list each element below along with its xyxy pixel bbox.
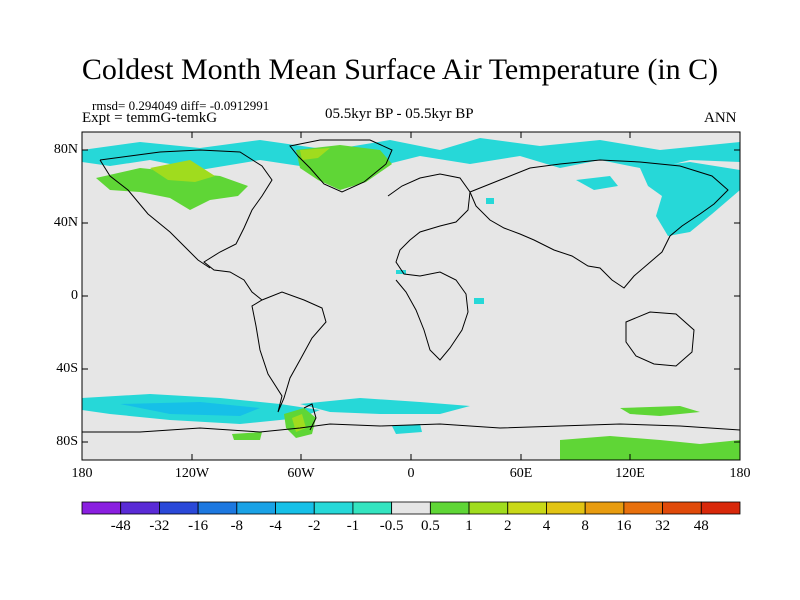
colorbar-label: -48 — [110, 518, 131, 534]
lon-label-60e: 60E — [509, 466, 533, 481]
colorbar-label: 48 — [693, 518, 709, 534]
lon-label-180w: 180 — [71, 466, 93, 481]
lon-label-180e: 180 — [729, 466, 751, 481]
australia-coast — [625, 311, 695, 367]
atlantic-cyan-patch — [396, 270, 406, 274]
north-america-coast — [99, 149, 273, 301]
europe-cyan-patch — [486, 198, 494, 204]
north-america-green — [96, 168, 248, 210]
colorbar-swatch — [546, 501, 586, 515]
antarctic-peninsula-coast — [303, 403, 317, 431]
colorbar-label: -2 — [307, 518, 321, 534]
colorbar-swatch — [391, 501, 431, 515]
colorbar-swatch — [352, 501, 393, 515]
period-label: 05.5kyr BP - 05.5kyr BP — [325, 106, 474, 122]
colorbar-swatch — [429, 501, 470, 515]
lon-label-0: 0 — [407, 466, 415, 481]
map-field — [82, 132, 740, 460]
antarctic-cyan-patch — [392, 424, 422, 434]
indian-ocean-green — [620, 406, 700, 416]
lon-label-120w: 120W — [174, 466, 210, 481]
siberia-cyan-patch — [576, 176, 618, 190]
lat-label-80n: 80N — [53, 142, 78, 157]
colorbar-label: -4 — [269, 518, 282, 534]
east-asia-cyan — [640, 162, 740, 236]
colorbar-swatch — [313, 501, 354, 515]
africa-europe-coast — [387, 173, 471, 361]
colorbar-label: 2 — [504, 518, 512, 534]
colorbar-label: 8 — [581, 518, 589, 534]
lat-label-40n: 40N — [53, 215, 78, 230]
greenland-lightgreen — [300, 148, 330, 160]
colorbar-swatch — [662, 501, 702, 515]
colorbar-swatch — [468, 501, 509, 515]
colorbar — [81, 501, 741, 515]
greenland-coast — [289, 139, 393, 193]
north-america-lightgreen — [150, 160, 215, 182]
colorbar-swatch — [236, 501, 276, 515]
colorbar-swatch — [81, 501, 122, 515]
lon-label-60w: 60W — [287, 466, 315, 481]
colorbar-label: -8 — [230, 518, 244, 534]
lat-label-80s: 80S — [56, 434, 78, 449]
southern-ocean-teal — [120, 402, 260, 416]
coastlines — [82, 139, 740, 433]
colorbar-label: -32 — [149, 518, 170, 534]
experiment-label: Expt = temmG-temkG — [82, 110, 218, 126]
colorbar-label: 1 — [465, 518, 473, 534]
antarctica-coast — [82, 423, 740, 433]
antarctic-green-patch — [232, 432, 262, 440]
lon-label-120e: 120E — [615, 466, 645, 481]
colorbar-label: -0.5 — [379, 518, 404, 534]
colorbar-label: -16 — [188, 518, 209, 534]
south-america-coast — [251, 291, 327, 413]
colorbar-label: 0.5 — [420, 518, 440, 534]
lat-label-0: 0 — [71, 288, 78, 303]
north-america-west-coast — [99, 159, 211, 269]
colorbar-swatch — [700, 501, 741, 515]
colorbar-swatch — [159, 501, 199, 515]
stats-text: rmsd= 0.294049 diff= -0.0912991 — [92, 98, 270, 113]
colorbar-label: 32 — [655, 518, 671, 534]
africa-cyan-patch — [474, 298, 484, 304]
colorbar-swatch — [584, 501, 625, 515]
colorbar-label: 4 — [542, 518, 551, 534]
lat-label-40s: 40S — [56, 361, 78, 376]
colorbar-swatch — [507, 501, 547, 515]
colorbar-swatch — [623, 501, 663, 515]
antarctic-green-band — [560, 436, 740, 460]
anomaly-regions — [82, 138, 740, 460]
colorbar-label: -1 — [346, 518, 360, 534]
eurasia-coast — [469, 159, 729, 289]
page-title: Coldest Month Mean Surface Air Temperatu… — [81, 53, 719, 86]
colorbar-swatch — [197, 501, 238, 515]
south-atlantic-cyan — [300, 398, 470, 414]
colorbar-label: 16 — [616, 518, 632, 534]
colorbar-swatch — [120, 501, 160, 515]
season-label: ANN — [704, 110, 737, 126]
colorbar-swatch — [275, 501, 315, 515]
axis-ticks — [81, 132, 741, 460]
